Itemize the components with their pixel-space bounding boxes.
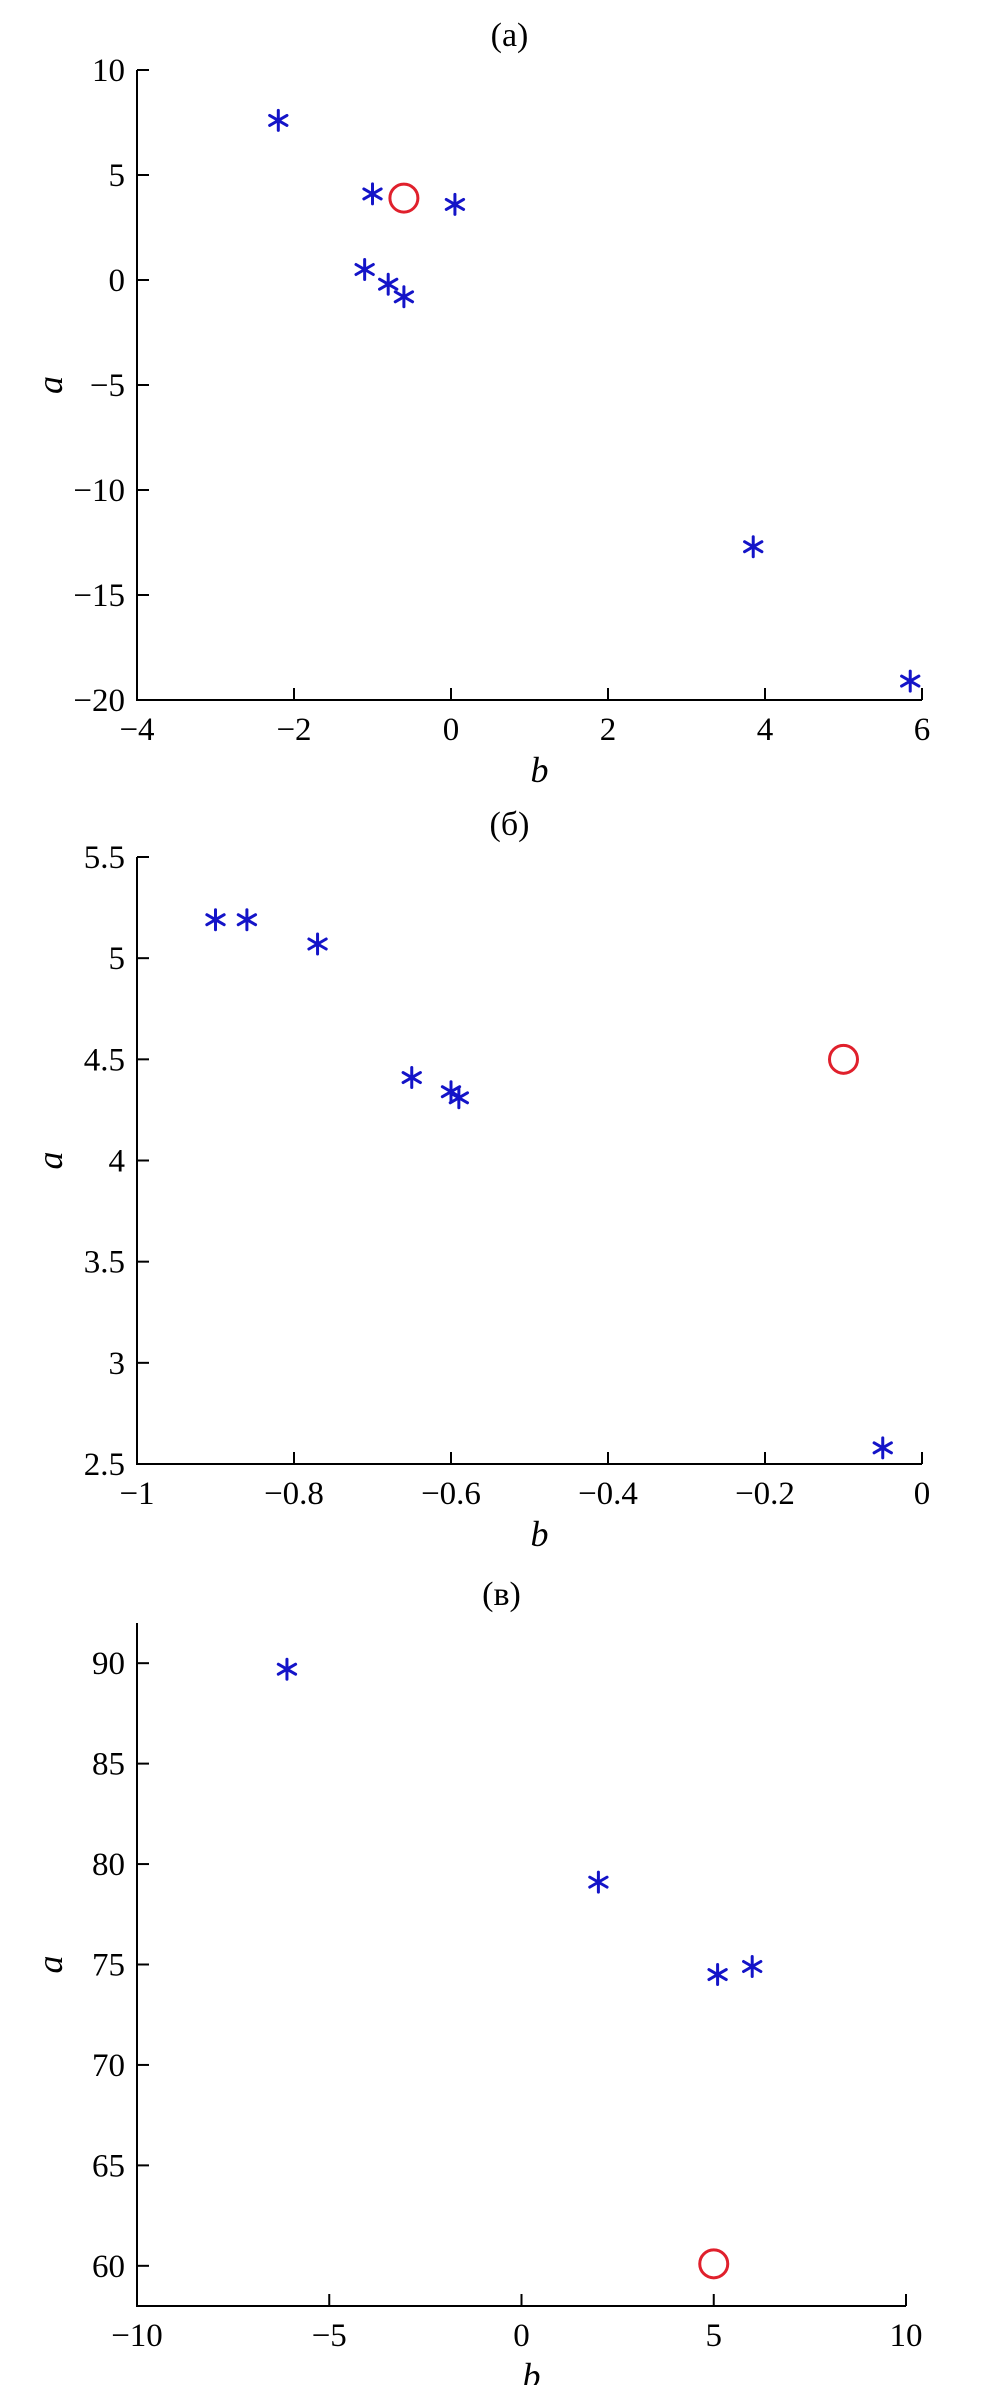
panel-3-y-axis-label: a [30,1956,70,1974]
panel-3-x-axis-label: b [523,2356,541,2385]
panel-2-asterisk-point [236,908,258,932]
panel-2-y-tick-label: 3 [109,1346,126,1382]
panel-2-axes [136,857,922,1465]
panel-1-y-tick-label: −20 [73,683,125,719]
panel-1-series-2 [388,182,420,214]
panel-2-asterisk-point [872,1436,893,1460]
panel-2-asterisk-point [307,932,328,956]
panel-1-axes [136,70,922,701]
panel-2-y-tick-label: 3.5 [84,1245,125,1281]
panel-2-x-tick-label: −0.6 [421,1476,481,1512]
panel-3-y-tick-label: 70 [92,2048,125,2084]
panel-1-y-tick-label: 5 [109,158,126,194]
panel-1-series-1 [268,108,921,693]
panel-2-title: (б) [490,806,530,843]
panel-1-y-tick-label: 10 [92,53,125,89]
panel-3-y-tick-label: 90 [92,1646,125,1682]
panel-2-x-axis-label: b [531,1514,549,1554]
panel-1-y-tick-label: −10 [73,473,125,509]
panel-2-y-tick-label: 4.5 [84,1042,125,1078]
panel-2-asterisk-point [448,1086,470,1110]
panel-1-x-tick-label: 0 [443,712,460,748]
panel-3-asterisk-point [276,1657,298,1681]
panel-1-asterisk-point [743,535,764,559]
panel-3-y-tick-label: 80 [92,1847,125,1883]
panel-3-x-tick-label: −10 [111,2318,163,2354]
panel-2-series-2 [828,1043,859,1075]
panel-3-x-tick-label: 5 [706,2318,723,2354]
panel-3-x-tick-label: 10 [890,2318,923,2354]
panel-2-circle-point [828,1043,859,1075]
panel-3-title: (в) [482,1576,521,1613]
panel-2: (б) −1 −0.8 −0.6 −0.4 −0.2 0 2.5 3 3.5 4 4.5 5 5.5 b a [30,806,930,1554]
panel-1-asterisk-point [354,258,375,281]
panel-1-x-tick-label: −4 [119,712,154,748]
panel-1-x-axis-label: b [531,750,549,790]
panel-1-y-tick-label: −5 [90,368,125,404]
panel-1-title: (а) [491,17,529,54]
panel-3-series-2 [698,2248,730,2280]
panel-3-asterisk-point [742,1955,763,1979]
panel-1-asterisk-point [444,192,466,216]
panel-2-x-tick-label: 0 [914,1476,931,1512]
panel-1-y-axis-label: a [30,376,70,394]
panel-1-asterisk-point [393,285,415,309]
panel-3: (в) −10 −5 0 5 10 60 65 70 75 80 85 90 b a [30,1576,923,2385]
panel-2-y-tick-label: 5.5 [84,840,125,876]
panel-3-y-tick-label: 65 [92,2148,125,2184]
panel-3-series-1 [276,1657,763,1987]
panel-1-x-tick-label: 6 [914,712,931,748]
panel-2-asterisk-point [205,908,226,932]
panel-1-asterisk-point [900,669,921,693]
panel-1-x-tick-label: 4 [757,712,774,748]
panel-3-circle-point [698,2248,730,2280]
panel-3-y-tick-label: 85 [92,1747,125,1783]
panel-2-y-tick-label: 2.5 [84,1447,125,1483]
panel-1-y-tick-label: −15 [73,578,125,614]
panel-2-asterisk-point [401,1066,422,1090]
panel-2-y-axis-label: a [30,1152,70,1170]
panel-2-x-tick-label: −1 [119,1476,154,1512]
panel-2-series-1 [205,908,893,1460]
panel-3-asterisk-point [588,1870,609,1894]
panel-2-y-tick-label: 5 [109,941,126,977]
panel-3-axes [136,1623,906,2307]
panel-3-y-tick-label: 75 [92,1948,125,1984]
panel-2-y-tick-label: 4 [109,1144,126,1180]
panel-1-circle-point [388,182,420,214]
panel-3-x-tick-label: −5 [312,2318,347,2354]
panel-1-asterisk-point [378,272,399,296]
panel-3-asterisk-point [707,1963,728,1987]
panel-1-asterisk-point [362,182,383,206]
panel-2-x-tick-label: −0.2 [735,1476,795,1512]
panel-1-x-tick-label: 2 [600,712,617,748]
panel-2-x-tick-label: −0.8 [264,1476,324,1512]
panel-1-asterisk-point [268,108,289,132]
panel-3-y-tick-label: 60 [92,2249,125,2285]
panel-3-x-tick-label: 0 [513,2318,530,2354]
panel-1-y-tick-label: 0 [109,263,126,299]
panel-1-x-tick-label: −2 [276,712,311,748]
panel-2-x-tick-label: −0.4 [578,1476,638,1512]
